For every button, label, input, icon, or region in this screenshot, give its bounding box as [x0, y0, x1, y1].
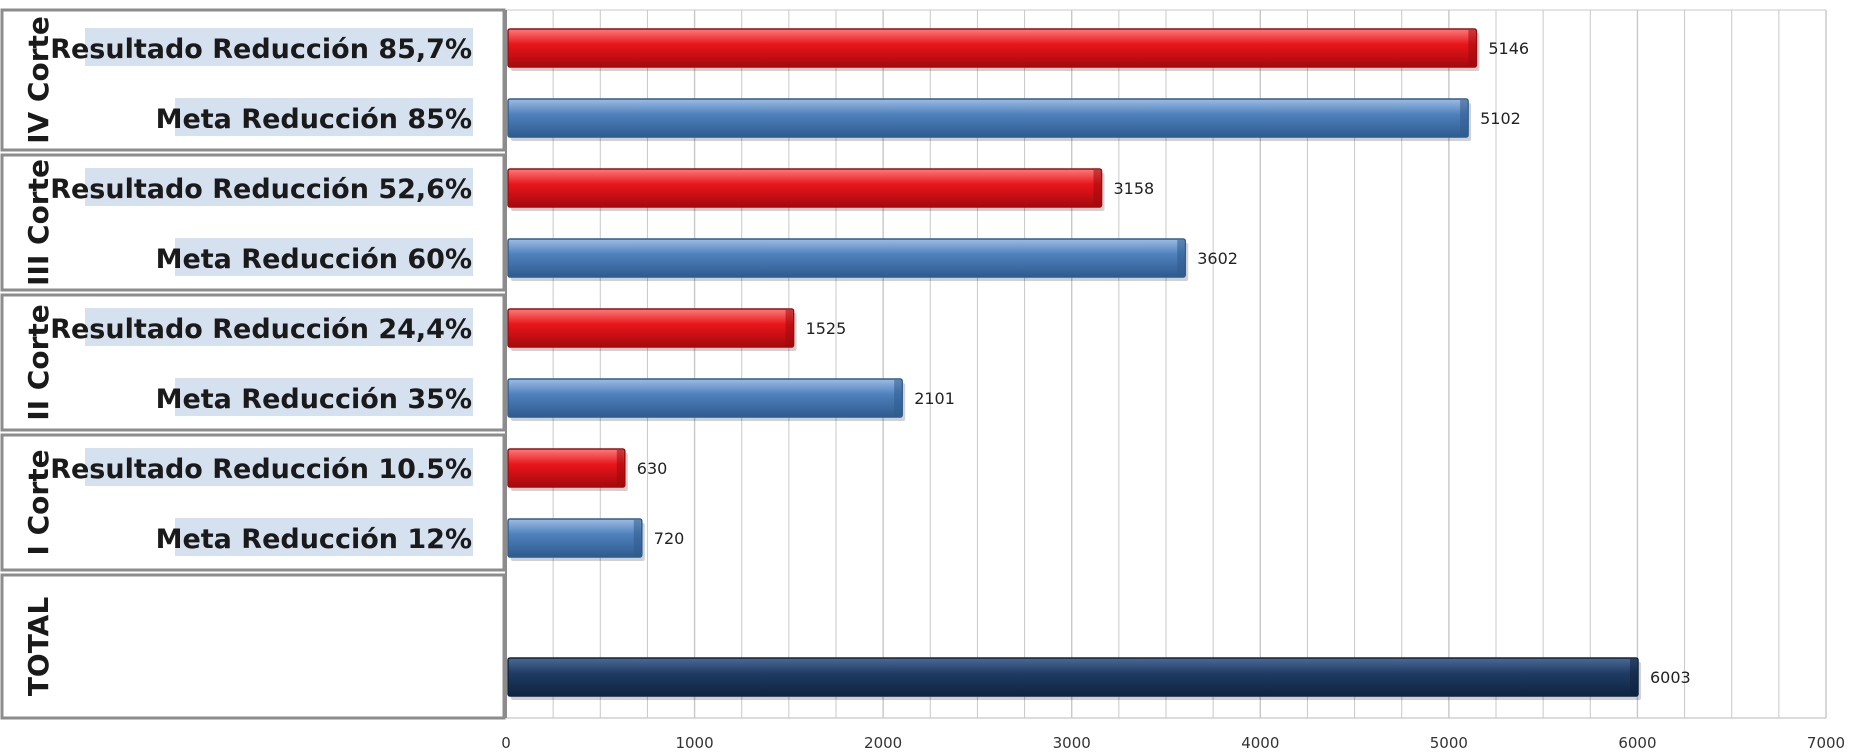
bar-label-highlight [175, 238, 473, 276]
bar-end-cap [1093, 170, 1101, 206]
bar-category-label: Meta Reducción 12% [156, 524, 472, 555]
bar-label-highlight [85, 28, 473, 66]
bar-label-highlight [175, 518, 473, 556]
bar-category-label: Resultado Reducción 85,7% [50, 34, 472, 65]
category-frame [0, 433, 506, 572]
bar-label-highlight [85, 168, 473, 206]
x-tick-label: 2000 [864, 734, 902, 751]
bar-resultado [507, 28, 1478, 68]
bar-value-label: 630 [637, 459, 668, 478]
bar-value-label: 5102 [1480, 109, 1521, 128]
x-tick-label: 1000 [675, 734, 713, 751]
bar-end-cap [633, 520, 641, 556]
x-tick-label: 4000 [1241, 734, 1279, 751]
bar-label-highlight [175, 378, 473, 416]
x-tick-label: 5000 [1430, 734, 1468, 751]
x-tick-label: 3000 [1053, 734, 1091, 751]
category-frame-layer [0, 8, 506, 720]
bar-resultado [507, 448, 626, 488]
bar-label-highlight [175, 98, 473, 136]
bar-meta [507, 518, 643, 558]
bar-resultado [507, 308, 795, 348]
bar-label-highlight [85, 308, 473, 346]
group-label: IV Corte [22, 16, 55, 144]
bar-meta [507, 238, 1186, 278]
bar-value-label: 5146 [1488, 39, 1529, 58]
x-tick-label: 6000 [1618, 734, 1656, 751]
bar-category-label: Resultado Reducción 24,4% [50, 314, 472, 345]
x-tick-label: 0 [501, 734, 511, 751]
bar-category-label: Resultado Reducción 52,6% [50, 174, 472, 205]
bar-label-highlight [85, 448, 473, 486]
group-label: TOTAL [22, 597, 55, 696]
bar-end-cap [1468, 30, 1476, 66]
bars-layer [507, 28, 1641, 700]
bar-category-label: Meta Reducción 60% [156, 244, 472, 275]
bar-resultado [507, 168, 1103, 208]
category-frame [0, 293, 506, 432]
group-label: I Corte [22, 449, 55, 555]
bar-end-cap [1460, 100, 1468, 136]
bar-end-cap [785, 310, 793, 346]
bar-total [507, 657, 1639, 697]
category-frame [0, 153, 506, 292]
bar-value-label: 3158 [1114, 179, 1155, 198]
bar-end-cap [616, 450, 624, 486]
group-label: II Corte [22, 304, 55, 421]
bar-end-cap [894, 380, 902, 416]
bar-end-cap [1177, 240, 1185, 276]
category-frame [0, 8, 506, 152]
bar-value-label: 2101 [914, 389, 955, 408]
bar-value-label: 6003 [1650, 668, 1691, 687]
bar-category-label: Meta Reducción 85% [156, 104, 472, 135]
bar-meta [507, 98, 1469, 138]
bar-value-label: 3602 [1197, 249, 1238, 268]
bar-value-label: 1525 [806, 319, 847, 338]
bar-end-cap [1629, 659, 1637, 695]
bar-category-label: Resultado Reducción 10.5% [50, 454, 472, 485]
x-tick-label: 7000 [1807, 734, 1845, 751]
group-label: III Corte [22, 159, 55, 286]
bar-category-label: Meta Reducción 35% [156, 384, 472, 415]
bar-meta [507, 378, 903, 418]
category-frame [0, 573, 506, 720]
bar-value-label: 720 [654, 529, 685, 548]
